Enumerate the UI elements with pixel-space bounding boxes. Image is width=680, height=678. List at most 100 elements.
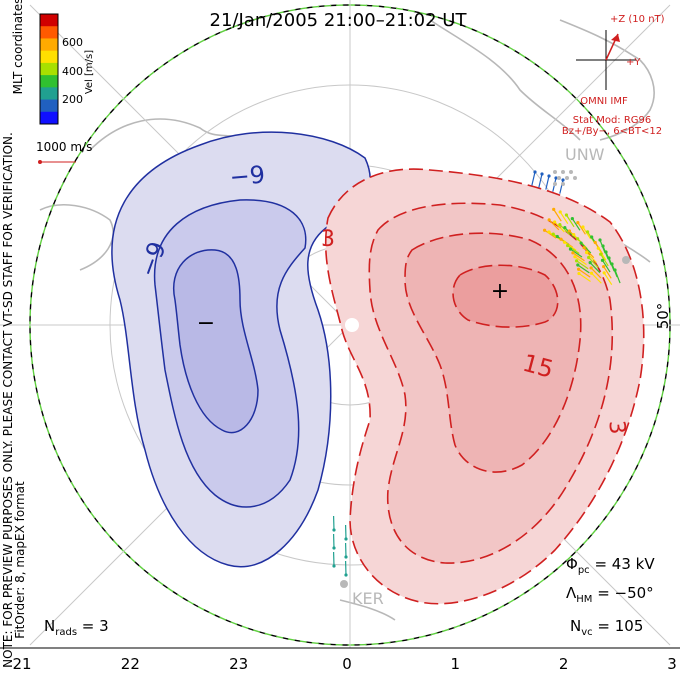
colorbar-swatch [40,87,58,100]
station-unw: UNW [565,145,605,164]
colorbar-swatch [40,26,58,39]
velocity-vector-origin [586,230,589,233]
velocity-vector-origin [344,555,347,558]
velocity-vector-origin [594,241,597,244]
colorbar-swatch [40,100,58,113]
vector-scale-label: 1000 m/s [36,140,92,154]
velocity-vector-origin [563,241,566,244]
imf-z-label: +Z (10 nT) [610,14,665,25]
coordinates-label: MLT coordinates [11,0,25,94]
fit-order-note: FitOrder: 8, mapEX format [13,481,27,639]
velocity-vector-origin [601,259,604,262]
latitude-label: 50° [654,303,672,330]
station-ker: KER [352,589,384,608]
contour-label-pos-3: 3 [603,419,629,435]
potential-max-marker: + [491,279,509,304]
colorbar-swatch [40,75,58,88]
velocity-vector-origin [576,237,579,240]
velocity-vector-origin [332,546,335,549]
velocity-vector-origin [601,244,604,247]
velocity-vector-origin [590,235,593,238]
negative-cell [112,132,370,567]
velocity-vector-origin [577,272,580,275]
velocity-vector-origin [587,256,590,259]
velocity-vector-origin [610,262,613,265]
velocity-vector-origin [576,221,579,224]
vector-scale-bar [38,160,76,164]
mlt-tick-label: 22 [121,655,140,673]
mlt-tick-label: 1 [451,655,461,673]
mlt-tick-label: 0 [342,655,352,673]
colorbar [40,14,58,125]
velocity-vector-origin [553,220,556,223]
colorbar-swatch [40,14,58,27]
velocity-vector-origin [577,268,580,271]
velocity-vector-origin [590,266,593,269]
velocity-vector-origin [607,256,610,259]
velocity-vector-origin [552,232,555,235]
velocity-vector-origin [563,226,566,229]
velocity-vector-origin [598,238,601,241]
colorbar-swatch [40,51,58,64]
velocity-vector-origin [613,268,616,271]
velocity-vector-origin [543,229,546,232]
velocity-vector-origin [581,225,584,228]
velocity-vector-origin [590,272,593,275]
velocity-vector [546,176,549,190]
imf-stat-mod: Stat Mod: RG96 [573,115,652,126]
colorbar-tick-600: 600 [62,36,83,49]
potential-min-marker: − [197,311,215,336]
velocity-vector-origin [533,170,536,173]
velocity-vector-origin [575,259,578,262]
colorbar-tick-400: 400 [62,65,83,78]
velocity-vector-origin [573,255,576,258]
velocity-vector-origin [603,271,606,274]
velocity-vector-origin [344,537,347,540]
mlt-tick-label: 23 [229,655,248,673]
colorbar-label: Vel [m/s] [84,50,95,94]
velocity-vector-origin [602,265,605,268]
velocity-vector-origin [589,261,592,264]
velocity-vector-origin [585,251,588,254]
velocity-vector-origin [579,241,582,244]
colorbar-swatch [40,63,58,76]
velocity-vector-origin [568,229,571,232]
mlt-tick-label: 3 [667,655,677,673]
mlt-tick-label: 21 [12,655,31,673]
lambda-hm-stat: ΛHM = −50° [566,584,654,605]
nrads-stat: Nrads = 3 [44,617,109,638]
velocity-vector-origin [571,251,574,254]
page-title: 21/Jan/2005 21:00–21:02 UT [210,10,468,31]
velocity-vector-origin [599,253,602,256]
nvc-stat: Nvc = 105 [570,617,643,638]
velocity-vector-origin [332,528,335,531]
colorbar-swatch [40,38,58,51]
velocity-vector-origin [552,208,555,211]
velocity-vector-origin [540,172,543,175]
velocity-vector-origin [582,246,585,249]
velocity-vector-origin [559,238,562,241]
velocity-vector [532,172,535,186]
velocity-vector-origin [332,564,335,567]
velocity-vector-origin [556,235,559,238]
velocity-vector-origin [566,244,569,247]
velocity-vector-origin [547,230,550,233]
mlt-tick-label: 2 [559,655,569,673]
velocity-vector-origin [569,247,572,250]
velocity-vector [560,180,563,194]
pole-marker [345,318,359,332]
imf-y-label: +Y [626,57,641,68]
imf-source: OMNI IMF [580,96,628,107]
velocity-vector-origin [548,218,551,221]
velocity-vector-origin [558,223,561,226]
colorbar-tick-200: 200 [62,93,83,106]
velocity-vector-origin [561,178,564,181]
velocity-vector-origin [604,250,607,253]
velocity-vector-origin [565,213,568,216]
imf-condition: Bz+/By−, 6<BT<12 [562,126,662,137]
velocity-vector-origin [559,210,562,213]
velocity-vector-origin [597,247,600,250]
